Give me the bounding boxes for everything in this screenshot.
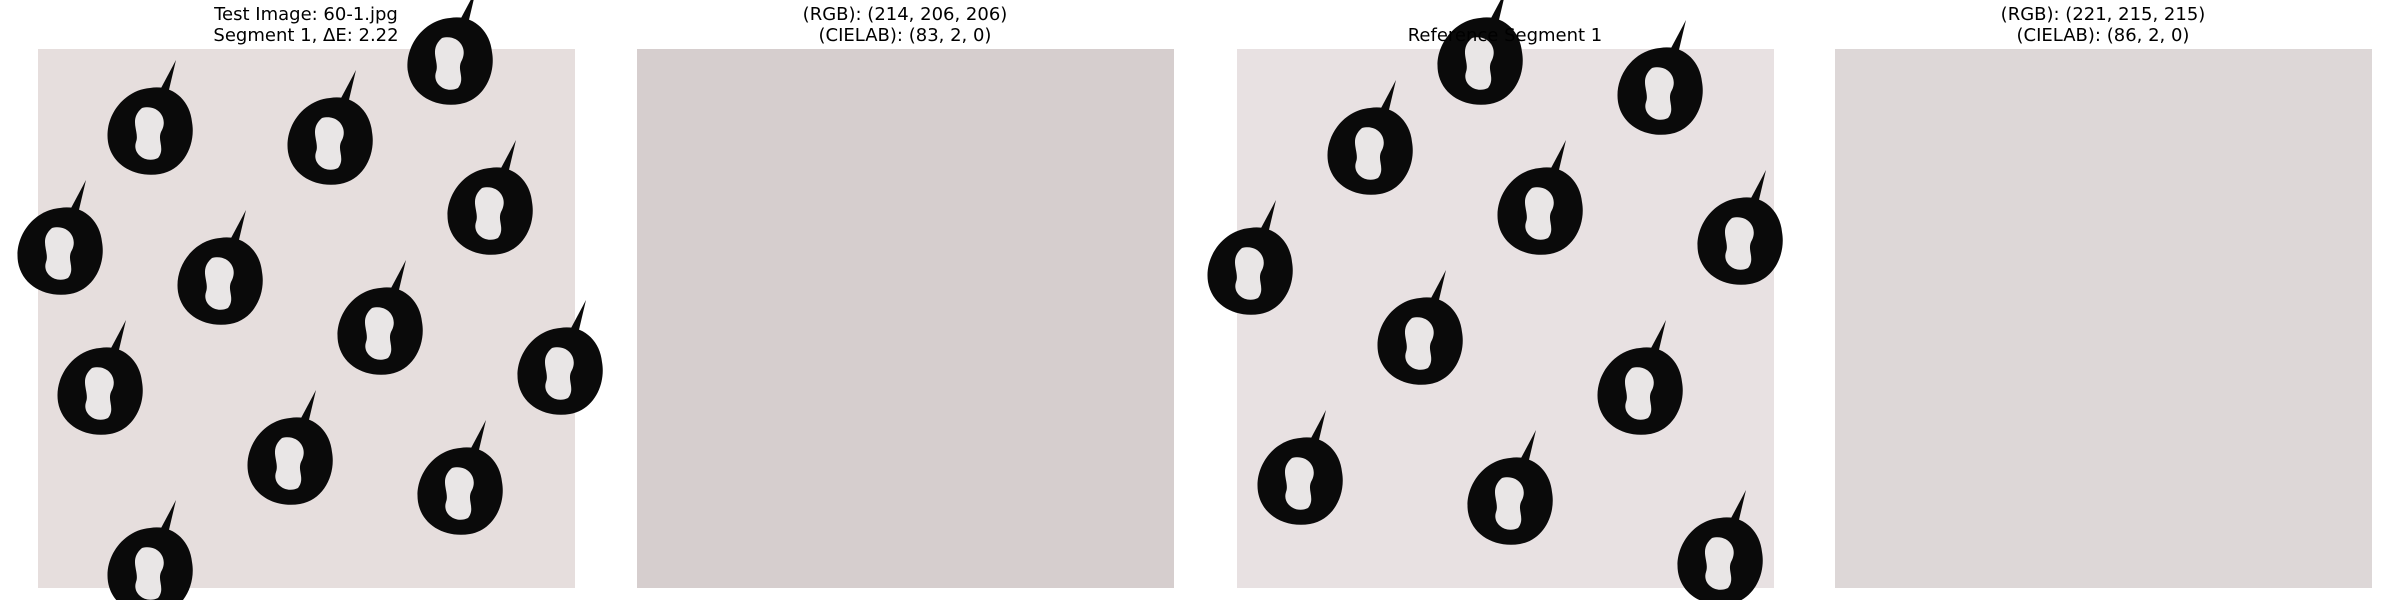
test-image xyxy=(17,0,603,600)
panel-title: (CIELAB): (83, 2, 0) xyxy=(819,25,992,46)
panel-title: Segment 1, ΔE: 2.22 xyxy=(213,25,398,46)
panel-title: (RGB): (214, 206, 206) xyxy=(803,4,1008,25)
reference-image xyxy=(1207,0,1783,600)
panel-title: Test Image: 60-1.jpg xyxy=(213,4,398,25)
average-color-swatch xyxy=(637,49,1174,588)
panel-title: (CIELAB): (86, 2, 0) xyxy=(2017,25,2190,46)
panel-title: (RGB): (221, 215, 215) xyxy=(2001,4,2206,25)
panel-title: Reference Segment 1 xyxy=(1408,25,1603,46)
reference-color-swatch xyxy=(1835,49,2372,588)
